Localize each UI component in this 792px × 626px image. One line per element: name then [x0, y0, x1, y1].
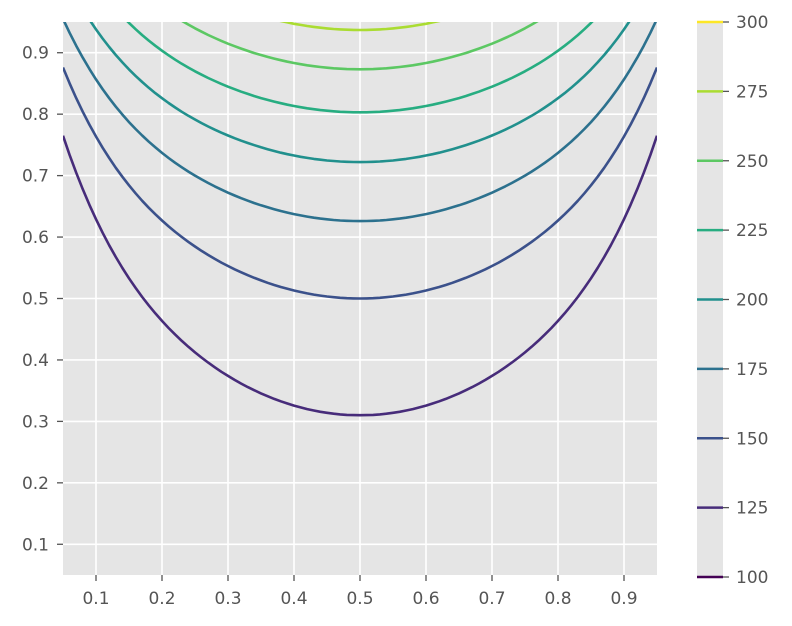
y-tick-label: 0.9: [22, 44, 49, 64]
x-tick-label: 0.1: [82, 589, 109, 609]
y-tick-label: 0.8: [22, 105, 49, 125]
y-tick-label: 0.4: [22, 351, 49, 371]
colorbar-tick-label: 200: [736, 291, 768, 311]
colorbar-tick-label: 275: [736, 82, 768, 102]
x-tick-label: 0.3: [214, 589, 241, 609]
contour-line-200: [89, 22, 631, 164]
colorbar-tick-label: 300: [736, 13, 768, 33]
y-tick-label: 0.1: [22, 535, 49, 555]
x-tick-label: 0.6: [412, 589, 439, 609]
contour-line-275: [279, 22, 441, 32]
contour-line-175: [63, 22, 657, 223]
x-axis: 0.1 0.2 0.3 0.4 0.5 0.6 0.7 0.8 0.9: [82, 575, 638, 609]
contour-line-150: [63, 66, 657, 300]
contour-lines: [63, 22, 657, 417]
y-tick-label: 0.6: [22, 228, 49, 248]
x-tick-label: 0.8: [544, 589, 571, 609]
x-tick-label: 0.4: [280, 589, 307, 609]
contour-line-250: [181, 22, 539, 71]
colorbar-tick-label: 150: [736, 429, 768, 449]
x-tick-label: 0.5: [346, 589, 373, 609]
colorbar: 100 125 150 175 200 225 250 275 300: [697, 13, 768, 588]
colorbar-tick-label: 225: [736, 221, 768, 241]
y-tick-label: 0.5: [22, 290, 49, 310]
x-tick-label: 0.2: [148, 589, 175, 609]
colorbar-tick-label: 250: [736, 152, 768, 172]
y-tick-label: 0.7: [22, 167, 49, 187]
colorbar-tick-label: 175: [736, 360, 768, 380]
y-tick-label: 0.3: [22, 412, 49, 432]
colorbar-tick-label: 125: [736, 499, 768, 519]
x-tick-label: 0.7: [478, 589, 505, 609]
contour-line-225: [126, 22, 594, 114]
x-tick-label: 0.9: [610, 589, 637, 609]
y-tick-label: 0.2: [22, 474, 49, 494]
y-axis: 0.1 0.2 0.3 0.4 0.5 0.6 0.7 0.8 0.9: [22, 44, 63, 555]
colorbar-tick-label: 100: [736, 568, 768, 588]
contour-line-125: [63, 135, 657, 417]
